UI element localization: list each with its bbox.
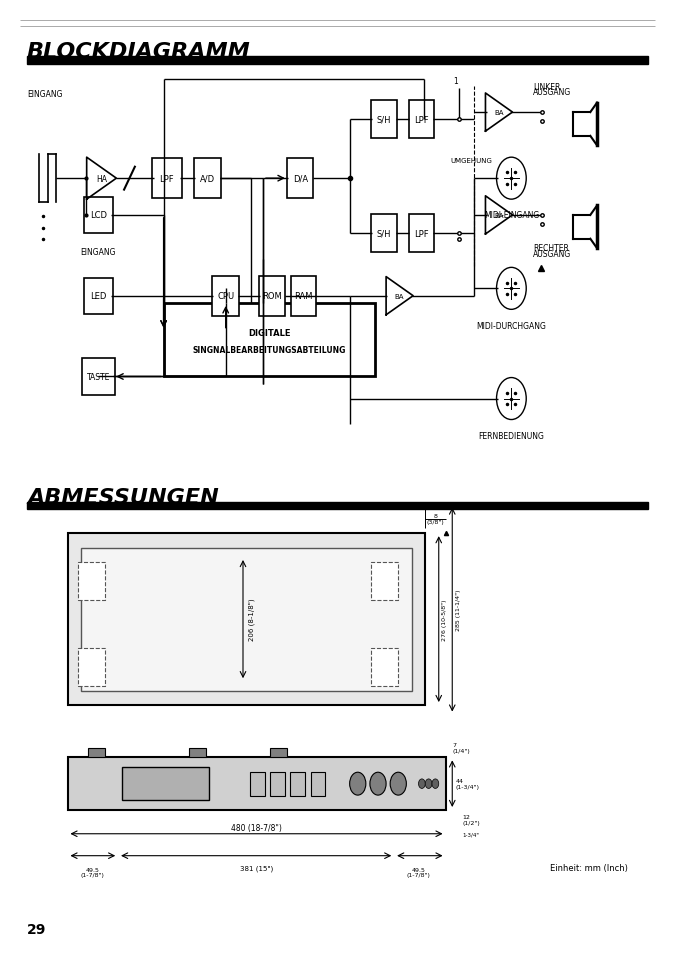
Text: MIDI-DURCHGANG: MIDI-DURCHGANG (477, 321, 546, 331)
Text: A/D: A/D (200, 174, 215, 184)
Text: HA: HA (96, 174, 107, 184)
FancyBboxPatch shape (78, 648, 105, 686)
Text: 1: 1 (453, 77, 458, 86)
Text: BA: BA (395, 294, 404, 299)
Text: LPF: LPF (414, 230, 429, 238)
Text: 29: 29 (27, 923, 47, 936)
Text: 12
(1/2"): 12 (1/2") (462, 814, 480, 825)
Text: MIDI-EINGANG: MIDI-EINGANG (484, 212, 539, 220)
FancyBboxPatch shape (194, 159, 221, 199)
Circle shape (370, 772, 386, 795)
Text: RAM: RAM (294, 292, 313, 301)
Text: 276 (10-5/8"): 276 (10-5/8") (442, 598, 447, 640)
Text: S/H: S/H (377, 115, 392, 125)
FancyBboxPatch shape (371, 215, 397, 253)
FancyBboxPatch shape (84, 197, 113, 233)
Text: D/A: D/A (293, 174, 308, 184)
FancyBboxPatch shape (371, 562, 398, 600)
FancyBboxPatch shape (290, 772, 305, 796)
FancyBboxPatch shape (288, 159, 313, 199)
FancyBboxPatch shape (88, 748, 105, 758)
Text: AUSGANG: AUSGANG (533, 250, 571, 258)
Text: 44
(1-3/4"): 44 (1-3/4") (456, 779, 480, 789)
FancyBboxPatch shape (189, 748, 206, 758)
FancyBboxPatch shape (68, 534, 425, 705)
FancyBboxPatch shape (259, 276, 285, 316)
FancyBboxPatch shape (270, 772, 285, 796)
Text: AUSGANG: AUSGANG (533, 89, 571, 97)
Text: FERNBEDIENUNG: FERNBEDIENUNG (479, 432, 544, 440)
Text: 480 (18-7/8"): 480 (18-7/8") (231, 822, 282, 832)
Text: 1-3/4": 1-3/4" (462, 831, 479, 837)
Text: BA: BA (494, 110, 504, 116)
Text: RECHTER: RECHTER (533, 244, 569, 253)
FancyBboxPatch shape (371, 101, 397, 139)
FancyBboxPatch shape (212, 276, 239, 316)
Text: SINGNALBEARBEITUNGSABTEILUNG: SINGNALBEARBEITUNGSABTEILUNG (192, 345, 346, 355)
Text: LINKER: LINKER (533, 83, 560, 91)
FancyBboxPatch shape (250, 772, 265, 796)
Text: 7
(1/4"): 7 (1/4") (452, 742, 470, 754)
FancyBboxPatch shape (152, 159, 182, 199)
Text: BA: BA (494, 213, 504, 218)
FancyBboxPatch shape (81, 548, 412, 691)
Text: LED: LED (90, 292, 107, 301)
FancyBboxPatch shape (78, 562, 105, 600)
FancyBboxPatch shape (408, 101, 434, 139)
Text: EINGANG: EINGANG (81, 248, 116, 257)
Text: 285 (11-1/4"): 285 (11-1/4") (456, 589, 460, 631)
FancyBboxPatch shape (82, 359, 115, 395)
Text: BLOCKDIAGRAMM: BLOCKDIAGRAMM (27, 43, 250, 62)
Circle shape (350, 772, 366, 795)
Text: S/H: S/H (377, 230, 392, 238)
Circle shape (425, 780, 432, 789)
Text: ABMESSUNGEN: ABMESSUNGEN (27, 488, 219, 507)
Text: LPF: LPF (414, 115, 429, 125)
Text: DIGITALE: DIGITALE (248, 328, 290, 337)
Text: ROM: ROM (263, 292, 282, 301)
Text: TASTE: TASTE (86, 373, 110, 381)
Text: UMGEHUNG: UMGEHUNG (450, 157, 492, 164)
Text: CPU: CPU (217, 292, 234, 301)
Text: 381 (15"): 381 (15") (240, 865, 273, 871)
FancyBboxPatch shape (163, 304, 375, 377)
FancyBboxPatch shape (310, 772, 325, 796)
FancyBboxPatch shape (290, 276, 316, 316)
FancyBboxPatch shape (122, 767, 209, 801)
Text: Einheit: mm (Inch): Einheit: mm (Inch) (550, 862, 628, 872)
Text: EINGANG: EINGANG (27, 91, 63, 99)
Circle shape (390, 772, 406, 795)
Text: 49.5
(1-7/8"): 49.5 (1-7/8") (80, 866, 105, 878)
Text: 206 (8-1/8"): 206 (8-1/8") (248, 598, 255, 640)
Bar (27, 57, 648, 65)
Circle shape (418, 780, 425, 789)
Text: 49.5
(1-7/8"): 49.5 (1-7/8") (406, 866, 431, 878)
Bar (27, 502, 648, 510)
FancyBboxPatch shape (68, 758, 446, 810)
FancyBboxPatch shape (270, 748, 287, 758)
FancyBboxPatch shape (408, 215, 434, 253)
Text: 8
(3/8"): 8 (3/8") (427, 514, 444, 524)
FancyBboxPatch shape (371, 648, 398, 686)
Text: LPF: LPF (159, 174, 174, 184)
FancyBboxPatch shape (84, 278, 113, 314)
Text: LCD: LCD (90, 212, 107, 220)
Circle shape (432, 780, 439, 789)
